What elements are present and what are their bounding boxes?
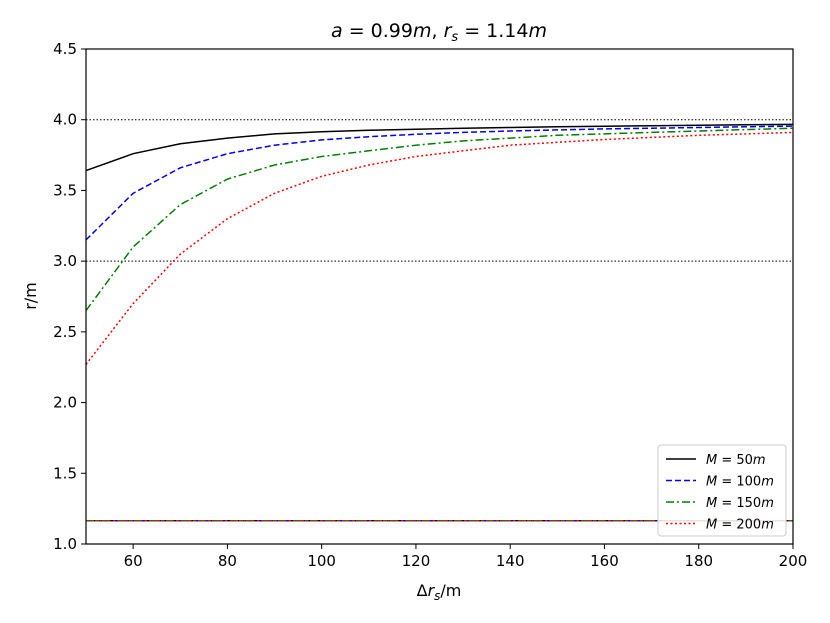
series-line-2 [85,125,794,241]
y-tick-label: 1.0 [53,535,77,553]
y-tick-label: 3.5 [53,181,77,199]
x-tick-label: 200 [779,552,808,570]
y-tick-label: 3.0 [53,252,77,270]
y-tick-label: 2.0 [53,394,77,412]
chart-title: a = 0.99m, rs = 1.14m [331,20,547,45]
legend: M = 50m M = 100m M = 150m M = 200m [657,444,787,537]
y-tick-label: 4.5 [53,40,77,58]
legend-label: M = 100m [706,475,774,490]
x-tick-label: 60 [124,552,143,570]
x-tick-label: 100 [307,552,336,570]
x-tick-label: 120 [402,552,431,570]
y-tick-label: 4.0 [53,111,77,129]
x-tick-label: 140 [496,552,525,570]
series-line-3 [85,127,794,312]
y-axis-label: r/m [21,282,40,310]
x-axis-label: Δrs/m [417,581,462,603]
plot-frame [85,48,794,545]
reference-lines [86,119,793,262]
series-line-4 [85,131,794,365]
y-tick-label: 2.5 [53,323,77,341]
legend-box [657,444,787,537]
legend-label: M = 200m [706,518,774,533]
series-layer [85,123,794,522]
x-axis: 60 80 100 120 140 160 180 200 [124,544,808,570]
legend-label: M = 150m [706,496,774,511]
x-tick-label: 160 [590,552,619,570]
y-axis: 1.0 1.5 2.0 2.5 3.0 3.5 4.0 4.5 [53,40,86,553]
x-tick-label: 180 [684,552,713,570]
y-tick-label: 1.5 [53,464,77,482]
x-tick-label: 80 [218,552,237,570]
legend-label: M = 50m [706,453,766,468]
plot-area [85,48,794,545]
series-line-1 [85,123,794,172]
